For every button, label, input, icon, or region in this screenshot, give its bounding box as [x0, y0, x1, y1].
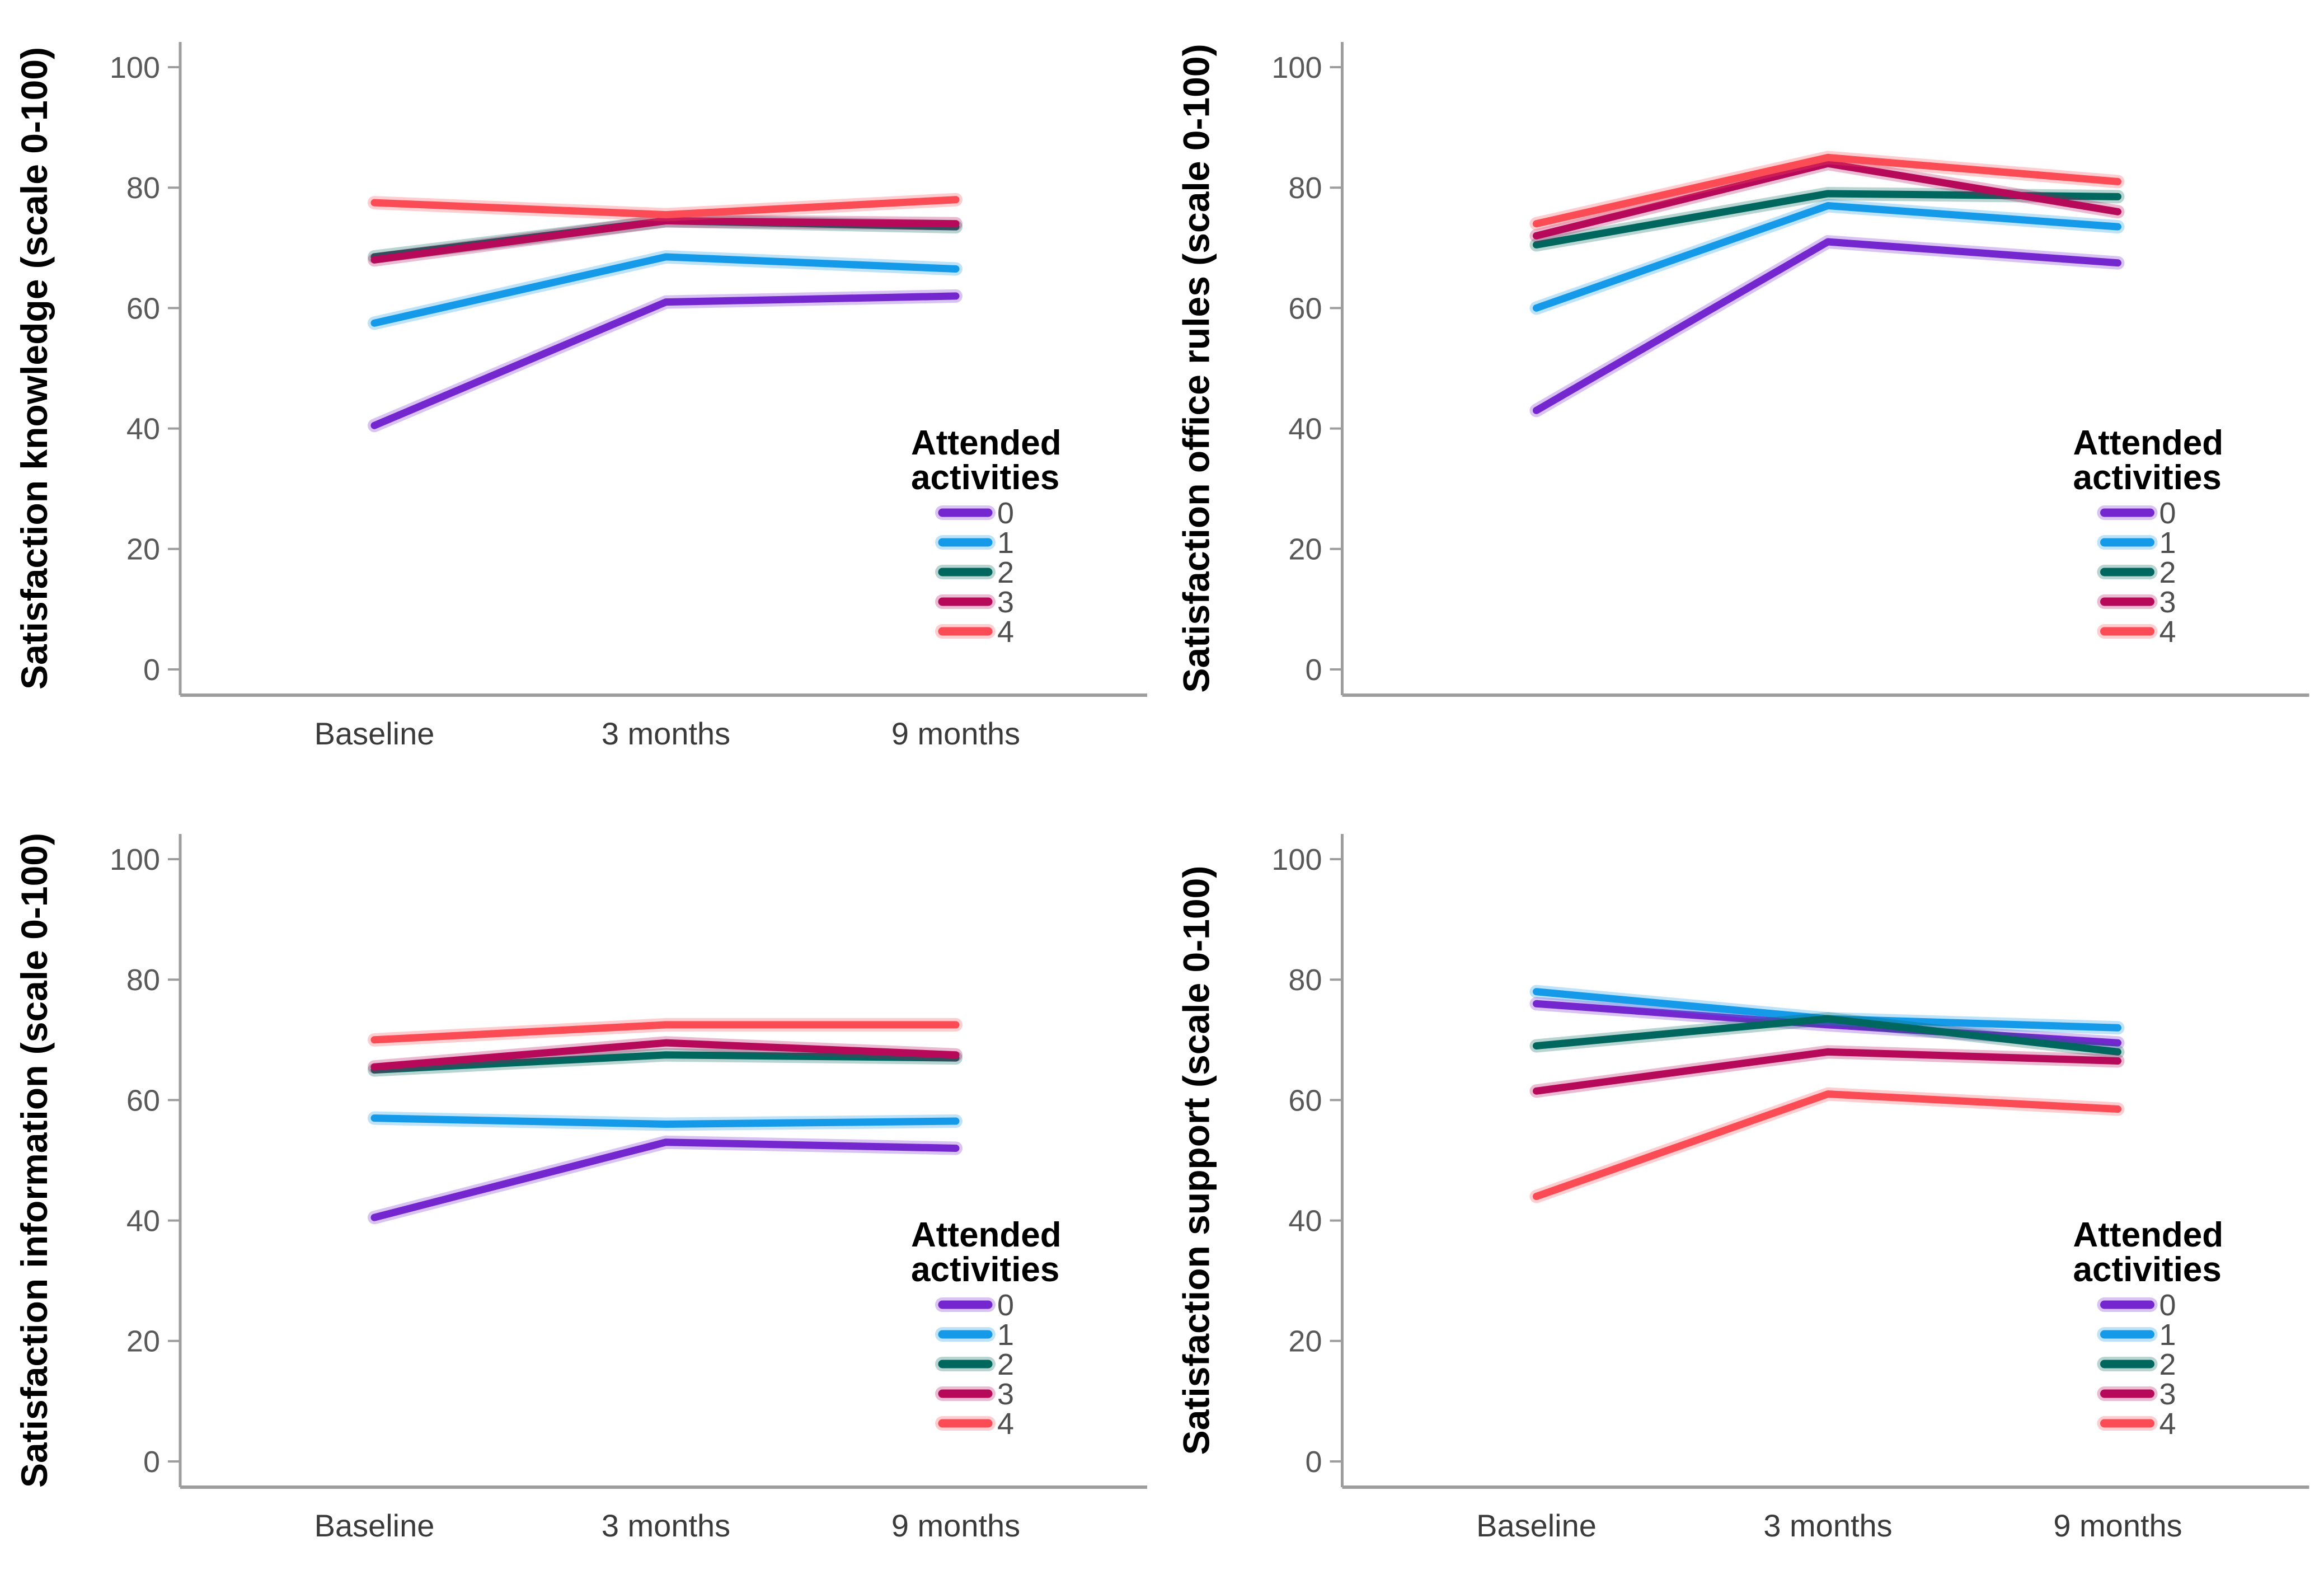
legend-label-2: 2	[2159, 1348, 2176, 1381]
y-tick-label: 60	[1288, 1084, 1322, 1117]
y-tick-label: 100	[1271, 51, 1322, 85]
legend-title: activities	[911, 458, 1059, 497]
legend-label-4: 4	[2159, 1407, 2176, 1441]
line-series-0	[370, 1138, 960, 1221]
legend-label-0: 0	[997, 1288, 1014, 1322]
legend-label-1: 1	[997, 526, 1014, 560]
y-tick-label: 60	[126, 1084, 160, 1117]
y-axis-title: Satisfaction office rules (scale 0-100)	[1176, 44, 1217, 692]
legend-title: activities	[911, 1250, 1059, 1289]
legend-label-3: 3	[997, 585, 1014, 619]
line-series-2	[1533, 1015, 2121, 1056]
y-axis-title: Satisfaction support (scale 0-100)	[1176, 866, 1217, 1455]
y-tick-label: 60	[1288, 292, 1322, 325]
line-series-4	[370, 196, 960, 219]
y-tick-label: 100	[1271, 843, 1322, 877]
line-series-3	[1533, 160, 2121, 240]
line-series-1	[370, 253, 960, 327]
x-tick-label: Baseline	[314, 1508, 435, 1543]
x-tick-label: 9 months	[891, 716, 1020, 751]
legend-label-4: 4	[997, 615, 1014, 649]
y-tick-label: 40	[126, 413, 160, 446]
x-tick-label: 3 months	[1763, 1508, 1892, 1543]
line-series-3	[370, 217, 960, 264]
x-tick-label: 9 months	[2053, 1508, 2182, 1543]
y-tick-label: 40	[126, 1205, 160, 1238]
y-tick-label: 80	[1288, 171, 1322, 205]
y-tick-label: 0	[143, 653, 160, 687]
y-tick-label: 20	[1288, 533, 1322, 566]
legend-title: activities	[2073, 458, 2222, 497]
plot-background	[0, 792, 1162, 1584]
legend-label-3: 3	[997, 1377, 1014, 1411]
chart-panel-satisfaction-information: 0 20 40 60 80 100 Satisfaction information (sc…	[0, 792, 1162, 1584]
plot-background	[0, 0, 1162, 792]
legend-label-0: 0	[997, 496, 1014, 530]
line-series-2	[370, 1051, 960, 1074]
x-tick-label: Baseline	[314, 716, 435, 751]
y-axis-title: Satisfaction information (scale 0-100)	[13, 833, 55, 1488]
x-tick-label: 3 months	[602, 716, 730, 751]
plot-background	[1162, 792, 2324, 1584]
legend-label-1: 1	[2159, 1318, 2176, 1352]
y-tick-label: 40	[1288, 1205, 1322, 1238]
legend-label-0: 0	[2159, 1288, 2176, 1322]
x-tick-label: Baseline	[1476, 1508, 1597, 1543]
legend-label-0: 0	[2159, 496, 2176, 530]
line-series-1	[370, 1114, 960, 1128]
y-tick-label: 100	[110, 51, 160, 85]
legend-label-1: 1	[997, 1318, 1014, 1352]
y-tick-label: 0	[143, 1445, 160, 1479]
y-tick-label: 80	[126, 171, 160, 205]
line-series-4	[1533, 153, 2121, 228]
line-series-4	[1533, 1090, 2121, 1201]
legend-label-3: 3	[2159, 585, 2176, 619]
y-tick-label: 40	[1288, 413, 1322, 446]
y-tick-label: 100	[110, 843, 160, 877]
legend-label-4: 4	[2159, 615, 2176, 649]
line-series-1	[1533, 201, 2121, 312]
legend-title: Attended	[911, 1216, 1062, 1254]
legend-label-1: 1	[2159, 526, 2176, 560]
legend-title: Attended	[911, 424, 1062, 462]
y-tick-label: 20	[126, 1325, 160, 1358]
plot-background	[1162, 0, 2324, 792]
legend-title: Attended	[2073, 424, 2224, 462]
y-tick-label: 0	[1305, 1445, 1322, 1479]
x-tick-label: 9 months	[891, 1508, 1020, 1543]
line-series-0	[370, 292, 960, 429]
y-tick-label: 80	[1288, 963, 1322, 997]
legend-label-2: 2	[997, 556, 1014, 589]
line-series-3	[370, 1039, 960, 1071]
y-tick-label: 80	[126, 963, 160, 997]
y-tick-label: 20	[126, 533, 160, 566]
line-series-0	[1533, 1000, 2121, 1047]
chart-panel-satisfaction-support: 0 20 40 60 80 100 Satisfaction support (scale …	[1162, 792, 2324, 1584]
legend-title: activities	[2073, 1250, 2222, 1289]
legend-label-2: 2	[997, 1348, 1014, 1381]
legend-label-4: 4	[997, 1407, 1014, 1441]
line-series-0	[1533, 238, 2121, 414]
line-series-3	[1533, 1048, 2121, 1095]
legend-label-2: 2	[2159, 556, 2176, 589]
y-tick-label: 0	[1305, 653, 1322, 687]
legend-label-3: 3	[2159, 1377, 2176, 1411]
line-series-4	[370, 1021, 960, 1044]
x-tick-label: 3 months	[602, 1508, 730, 1543]
y-tick-label: 20	[1288, 1325, 1322, 1358]
chart-panel-satisfaction-knowledge: 0 20 40 60 80 100 Satisfaction knowledge (scal…	[0, 0, 1162, 792]
legend-title: Attended	[2073, 1216, 2224, 1254]
chart-panel-satisfaction-office-rules: 0 20 40 60 80 100 Satisfaction office rules (s…	[1162, 0, 2324, 792]
y-axis-title: Satisfaction knowledge (scale 0-100)	[13, 47, 55, 690]
y-tick-label: 60	[126, 292, 160, 325]
